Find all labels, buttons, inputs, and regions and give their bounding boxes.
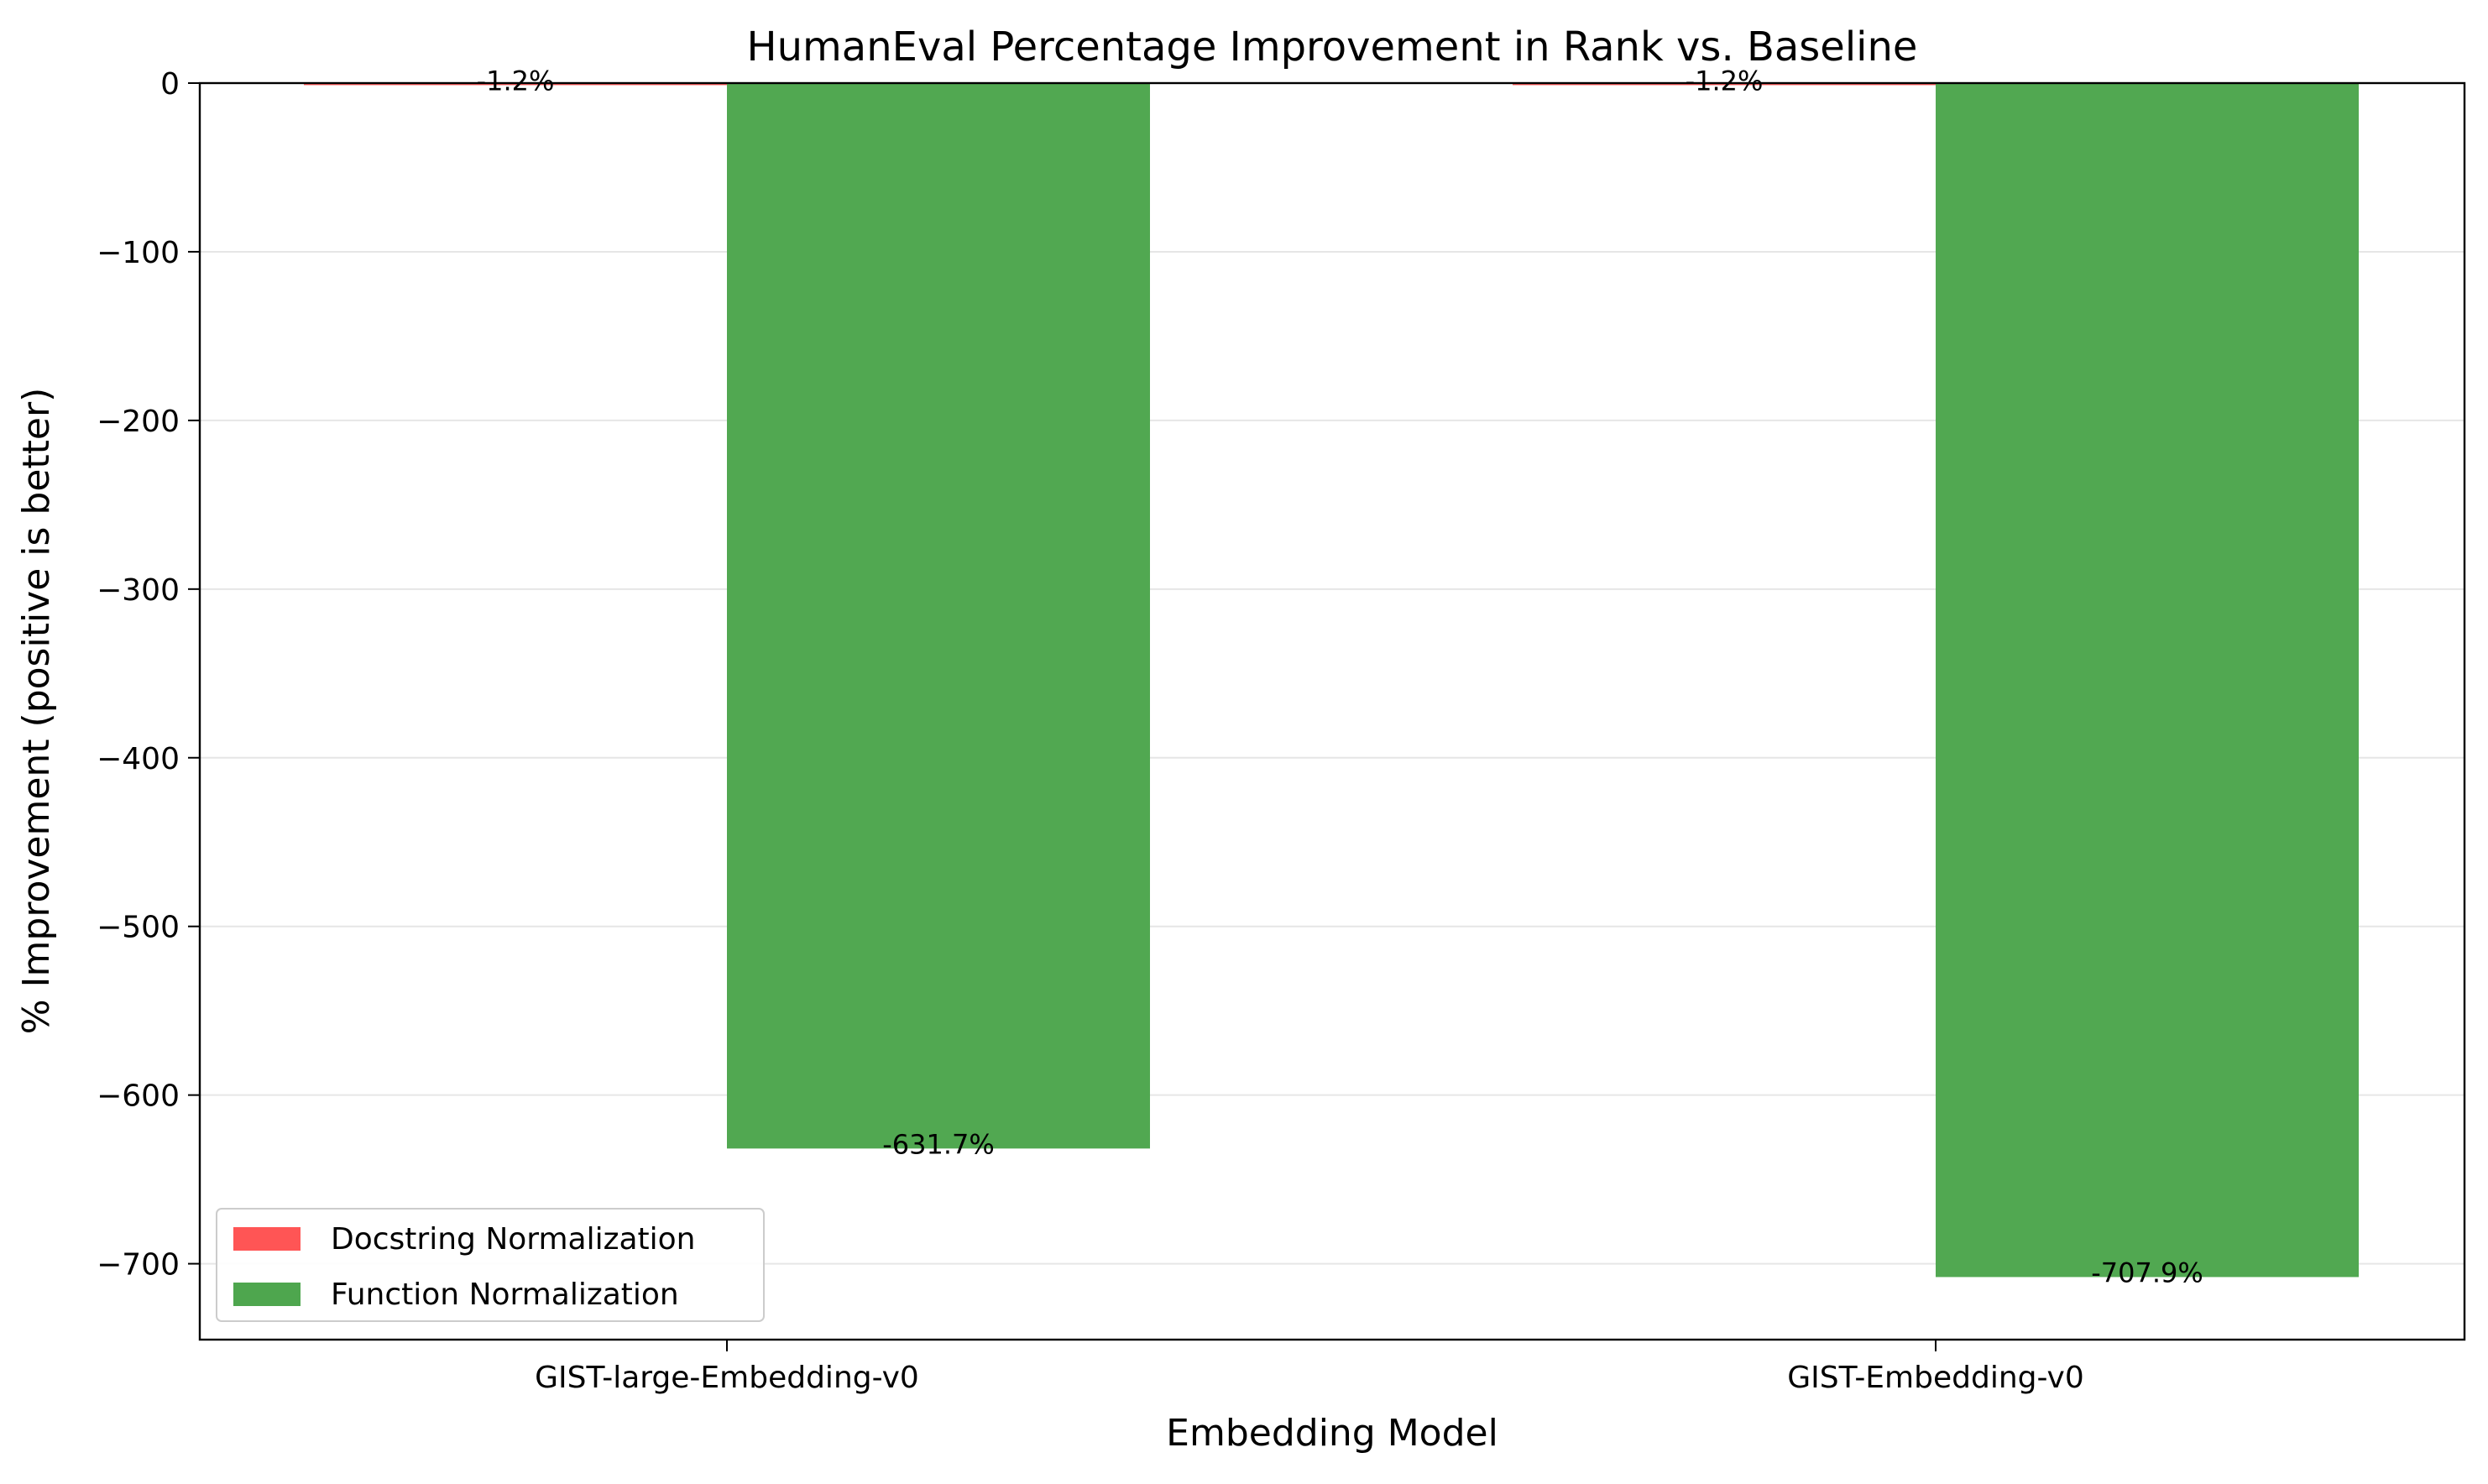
y-tick-label: 0 [160,67,180,102]
legend-swatch [233,1283,301,1306]
bar-value-label: -1.2% [1686,65,1764,97]
y-tick-label: −700 [97,1248,180,1283]
bars [304,83,2359,1278]
bar [727,83,1150,1149]
bar-value-label: -707.9% [2091,1257,2203,1288]
bar-value-label: -631.7% [882,1128,995,1160]
chart-title: HumanEval Percentage Improvement in Rank… [747,24,1918,71]
y-tick-label: −600 [97,1079,180,1114]
y-tick-label: −200 [97,405,180,439]
legend-label: Function Normalization [331,1278,679,1312]
x-axis-label: Embedding Model [1166,1412,1498,1455]
bar [1936,83,2359,1278]
x-tick-label: GIST-large-Embedding-v0 [535,1361,919,1395]
legend-label: Docstring Normalization [331,1222,696,1257]
legend-swatch [233,1227,301,1251]
y-tick-label: −100 [97,236,180,270]
x-tick-label: GIST-Embedding-v0 [1787,1361,2083,1395]
y-axis: 0 −100 −200 −300 −400 −500 −600 −700 [97,67,200,1283]
bar-value-label: -1.2% [477,65,555,97]
plot-frame [198,81,2466,1341]
bar [1513,83,1936,86]
y-axis-label: % Improvement (positive is better) [15,388,58,1034]
y-tick-label: −400 [97,742,180,776]
legend-box [216,1208,765,1322]
legend: Docstring Normalization Function Normaliz… [216,1208,765,1322]
x-axis: GIST-large-Embedding-v0 GIST-Embedding-v0 [535,1340,2084,1395]
bar [304,83,727,86]
y-tick-label: −300 [97,573,180,608]
y-tick-label: −500 [97,911,180,945]
bar-value-labels: -1.2% -1.2% -631.7% -707.9% [477,65,2203,1288]
